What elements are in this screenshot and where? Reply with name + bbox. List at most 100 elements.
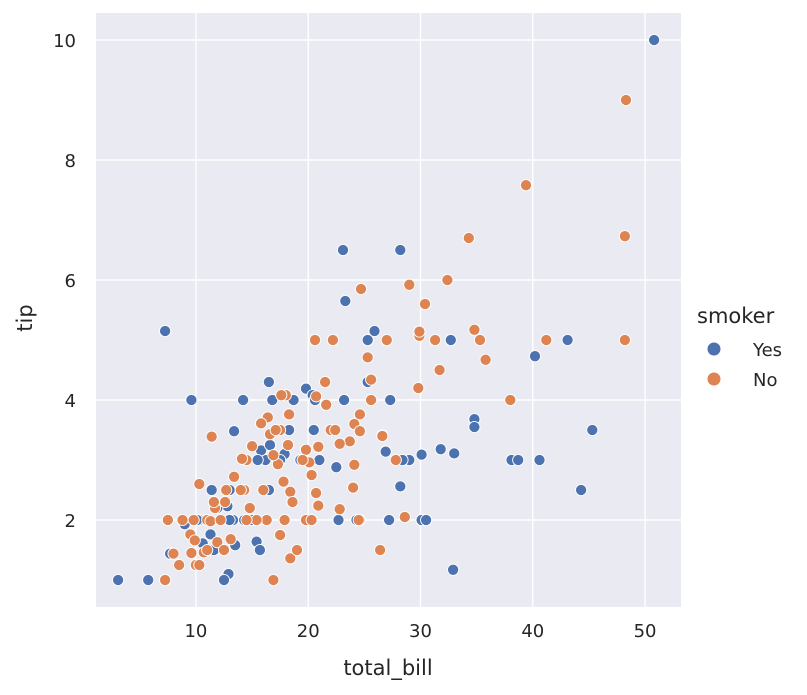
data-point-yes (415, 448, 428, 461)
data-point-no (441, 273, 454, 287)
data-points (112, 33, 661, 587)
data-point-no (284, 485, 297, 498)
data-point-yes (263, 438, 277, 452)
x-tick-labels: 10 20 30 40 50 (184, 621, 656, 642)
x-tick-label: 30 (409, 621, 432, 642)
data-point-no (260, 513, 273, 527)
data-point-yes (237, 393, 250, 407)
data-point-no (305, 513, 318, 527)
data-point-yes (332, 513, 345, 527)
data-point-no (468, 323, 481, 336)
data-point-yes (379, 445, 392, 458)
data-point-yes (528, 350, 542, 363)
data-point-no (278, 513, 291, 527)
data-point-no (333, 437, 346, 450)
data-point-no (473, 333, 487, 347)
y-tick-label: 10 (53, 31, 76, 52)
data-point-no (205, 430, 218, 443)
data-point-no (398, 510, 411, 524)
data-point-no (389, 453, 402, 467)
data-point-no (403, 278, 416, 291)
data-point-no (519, 179, 533, 192)
data-point-no (380, 333, 393, 347)
legend-title: smoker (697, 304, 775, 328)
data-point-no (173, 558, 186, 572)
data-point-no (224, 533, 237, 546)
data-point-yes (447, 563, 460, 576)
data-point-yes (468, 420, 481, 434)
legend-label-no: No (753, 370, 777, 391)
data-point-no (267, 449, 280, 462)
data-point-yes (253, 543, 266, 557)
data-point-no (329, 423, 342, 437)
data-point-no (376, 429, 389, 443)
data-point-no (312, 499, 325, 512)
data-point-no (161, 513, 174, 527)
x-axis-title: total_bill (343, 656, 432, 681)
data-point-no (462, 231, 475, 245)
data-point-no (299, 443, 313, 456)
data-point-yes (159, 324, 172, 338)
y-tick-label: 6 (65, 271, 76, 292)
data-point-no (312, 440, 325, 453)
data-point-no (159, 573, 172, 587)
y-axis-title: tip (13, 304, 37, 331)
data-point-no (429, 333, 442, 347)
data-point-no (305, 468, 318, 482)
data-point-no (284, 552, 297, 565)
data-point-no (308, 333, 322, 347)
x-tick-label: 20 (297, 621, 320, 642)
data-point-no (479, 353, 492, 366)
data-point-yes (251, 453, 264, 467)
data-point-yes (262, 375, 275, 389)
data-point-yes (394, 243, 407, 257)
plot-background (96, 13, 681, 607)
data-point-no (204, 515, 217, 528)
data-point-no (354, 282, 368, 296)
data-point-yes (575, 483, 588, 497)
data-point-no (187, 513, 200, 527)
data-point-no (343, 435, 356, 448)
data-point-yes (561, 333, 574, 347)
y-tick-label: 4 (65, 391, 76, 412)
data-point-no (320, 398, 333, 411)
data-point-no (167, 547, 180, 560)
data-point-no (228, 470, 241, 483)
data-point-no (412, 381, 425, 395)
data-point-yes (313, 453, 326, 467)
x-tick-label: 50 (634, 621, 657, 642)
data-point-no (185, 546, 198, 560)
data-point-no (281, 438, 295, 452)
data-point-no (267, 573, 280, 587)
data-point-no (540, 333, 553, 347)
data-point-yes (434, 443, 447, 456)
data-point-no (193, 558, 206, 572)
data-point-no (217, 543, 231, 557)
data-point-no (504, 393, 517, 407)
data-point-yes (361, 333, 374, 347)
data-point-no (413, 325, 426, 338)
data-point-yes (205, 483, 218, 497)
data-point-no (290, 543, 304, 557)
data-point-no (176, 513, 189, 527)
data-point-no (319, 375, 332, 389)
data-point-no (365, 373, 378, 386)
y-tick-labels: 2 4 6 8 10 (53, 31, 76, 532)
data-point-yes (448, 447, 461, 460)
data-point-yes (586, 423, 599, 437)
data-point-yes (330, 461, 343, 474)
data-point-no (240, 513, 253, 527)
data-point-yes (383, 513, 396, 527)
data-point-no (274, 528, 287, 542)
data-point-no (418, 297, 432, 311)
data-point-yes (444, 333, 457, 347)
data-point-yes (185, 393, 198, 407)
data-point-yes (228, 425, 241, 438)
data-point-no (283, 408, 296, 421)
legend-label-yes: Yes (752, 340, 782, 361)
data-point-no (235, 452, 249, 465)
data-point-yes (307, 423, 320, 437)
data-point-yes (217, 573, 231, 587)
data-point-no (352, 513, 365, 527)
data-point-no (326, 333, 339, 347)
